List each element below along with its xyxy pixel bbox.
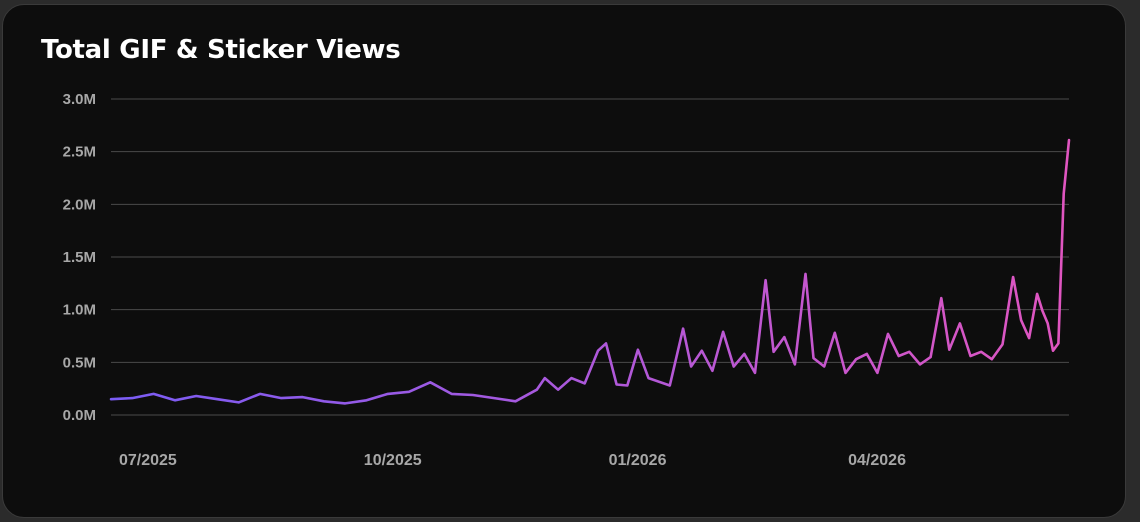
y-tick-label: 1.5M xyxy=(63,249,96,266)
x-tick-label: 04/2026 xyxy=(848,452,906,469)
series-line-0 xyxy=(109,138,1071,405)
x-tick-label: 01/2026 xyxy=(609,452,667,469)
y-tick-label: 0.5M xyxy=(63,354,96,371)
x-axis: 07/2025 10/2025 01/2026 04/2026 xyxy=(119,452,906,469)
series-layer xyxy=(109,138,1071,405)
y-tick-label: 0.0M xyxy=(63,407,96,424)
y-tick-label: 2.5M xyxy=(63,144,96,161)
chart-card: Total GIF & Sticker Views 0.0M 0.5M 1.0M 1.… xyxy=(2,4,1126,518)
line-chart: 0.0M 0.5M 1.0M 1.5M 2.0M 2.5M 3.0M 07/2025 10/2… xyxy=(63,91,1071,469)
x-tick-label: 07/2025 xyxy=(119,452,177,469)
chart-title: Total GIF & Sticker Views xyxy=(41,35,401,65)
y-tick-label: 2.0M xyxy=(63,196,96,213)
grid-lines xyxy=(111,98,1069,416)
y-tick-label: 3.0M xyxy=(63,91,96,108)
y-tick-label: 1.0M xyxy=(63,302,96,319)
x-tick-label: 10/2025 xyxy=(364,452,422,469)
y-axis: 0.0M 0.5M 1.0M 1.5M 2.0M 2.5M 3.0M xyxy=(63,91,96,424)
